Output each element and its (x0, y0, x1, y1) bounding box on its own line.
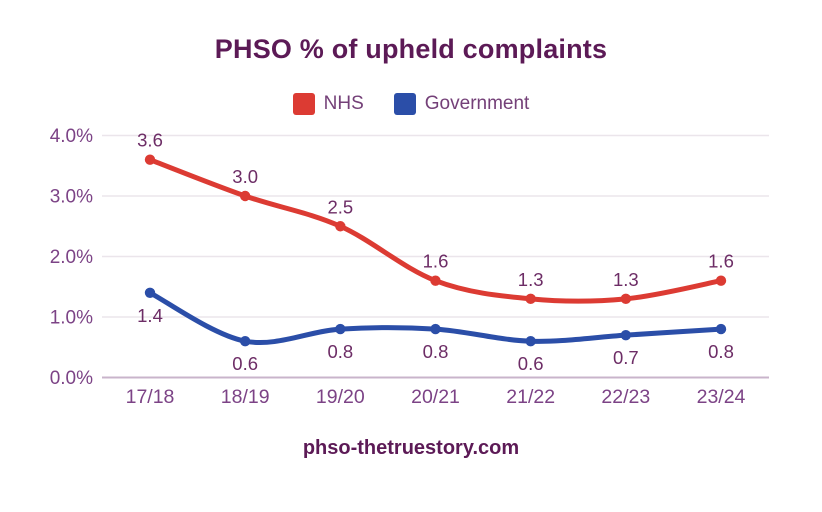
x-axis-tick-label: 20/21 (411, 386, 460, 408)
data-point-government (239, 336, 251, 347)
legend-swatch-icon (393, 93, 416, 115)
data-point-government (525, 336, 536, 347)
data-point-nhs (335, 221, 346, 232)
legend-item-government: Government (393, 93, 530, 115)
data-point-label: 0.6 (518, 353, 544, 374)
x-axis-tick-label: 19/20 (316, 386, 365, 408)
data-point-government (430, 323, 441, 335)
x-axis-tick-label: 23/24 (697, 386, 746, 408)
data-point-nhs (239, 190, 251, 202)
x-axis-tick-label: 17/18 (126, 386, 175, 408)
data-point-label: 3.0 (232, 166, 258, 187)
data-point-nhs (620, 293, 632, 305)
x-axis-tick-label: 22/23 (601, 386, 650, 408)
legend-item-nhs: NHS (292, 93, 364, 115)
legend: NHS Government (0, 93, 822, 115)
chart-title: PHSO % of upheld complaints (214, 34, 608, 64)
footer-site-text: phso-thetruestory.com (302, 437, 520, 459)
x-axis-tick-label: 21/22 (506, 386, 555, 408)
data-point-government (715, 323, 727, 335)
y-axis-tick-label: 0.0% (50, 368, 93, 389)
data-point-label: 0.6 (232, 353, 258, 374)
data-point-government (620, 329, 632, 341)
data-point-label: 0.8 (708, 341, 734, 362)
data-point-label: 2.5 (327, 196, 353, 217)
legend-swatch-icon (292, 93, 315, 115)
data-point-nhs (430, 275, 441, 286)
y-axis-tick-label: 2.0% (50, 247, 93, 268)
data-point-nhs (144, 154, 156, 165)
legend-label: Government (424, 93, 530, 114)
data-point-government (144, 287, 156, 298)
data-point-nhs (715, 275, 727, 286)
y-axis-tick-label: 4.0% (50, 126, 93, 147)
data-point-nhs (525, 293, 536, 305)
data-point-label: 0.8 (327, 341, 353, 362)
data-point-label: 1.4 (137, 305, 163, 326)
legend-label: NHS (323, 93, 364, 114)
y-axis-tick-label: 3.0% (50, 187, 93, 208)
data-point-government (335, 323, 346, 335)
data-point-label: 3.6 (137, 130, 163, 151)
data-point-label: 0.7 (613, 347, 639, 368)
x-axis-tick-label: 18/19 (221, 386, 270, 408)
data-point-label: 1.3 (613, 269, 639, 290)
data-point-label: 1.3 (518, 269, 544, 290)
data-point-label: 0.8 (423, 341, 449, 362)
data-point-label: 1.6 (423, 251, 449, 272)
y-axis-tick-label: 1.0% (50, 308, 93, 329)
data-point-label: 1.6 (708, 251, 734, 272)
